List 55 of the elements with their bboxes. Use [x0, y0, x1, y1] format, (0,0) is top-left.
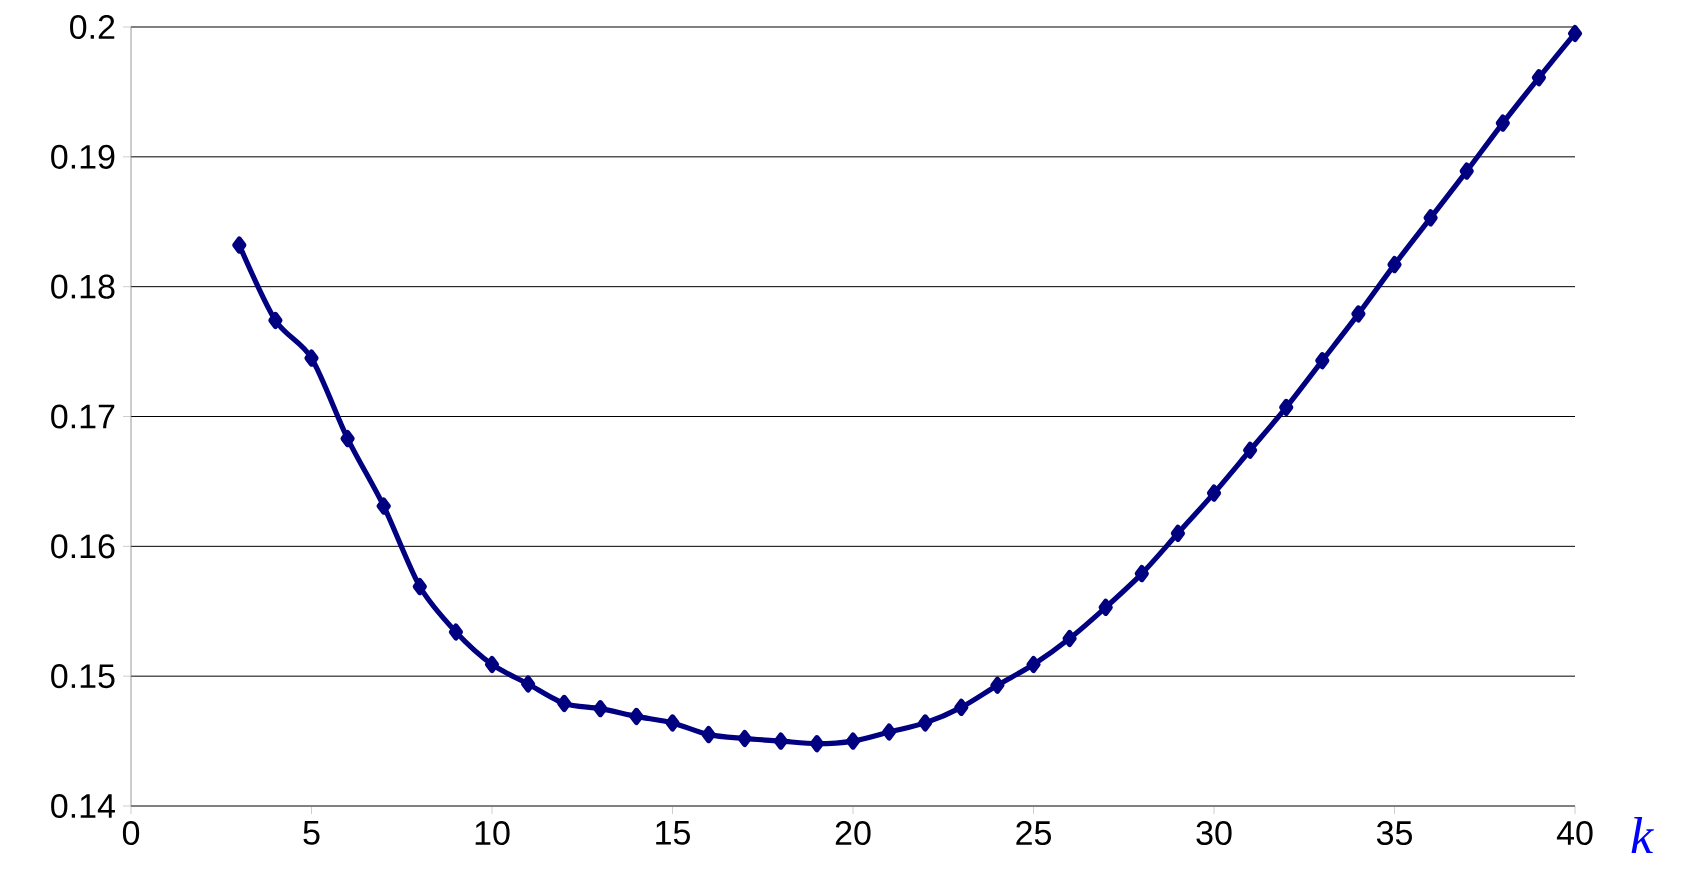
- point: [1062, 629, 1077, 648]
- point: [882, 723, 897, 741]
- x-tick-label: 10: [475, 821, 510, 846]
- point: [1026, 655, 1041, 674]
- point: [1134, 564, 1149, 583]
- point: [773, 732, 788, 750]
- point: [1387, 255, 1402, 274]
- point: [448, 623, 464, 641]
- point: [268, 311, 283, 330]
- x-tick-label: 15: [656, 821, 690, 845]
- x-tick-label: 30: [1196, 821, 1232, 846]
- point: [484, 655, 500, 674]
- point: [629, 707, 644, 726]
- y-tick-label: 0.19: [51, 144, 115, 169]
- point: [340, 429, 355, 448]
- point: [1279, 398, 1294, 417]
- point: [701, 725, 716, 744]
- y-tick-label: 0.16: [51, 534, 115, 559]
- y-tick-label: 0.14: [51, 793, 115, 819]
- point: [918, 714, 933, 732]
- point: [521, 675, 536, 693]
- x-tick-label: 20: [835, 821, 871, 846]
- point: [1098, 598, 1113, 616]
- y-tick-label: 0.15: [51, 664, 115, 689]
- point: [1315, 352, 1330, 370]
- point: [1351, 305, 1366, 323]
- y-tick-label: 0.18: [51, 274, 115, 299]
- point: [1206, 484, 1222, 502]
- point: [1567, 24, 1583, 43]
- x-tick-label: 25: [1016, 821, 1051, 846]
- x-tick-label: 0: [122, 821, 140, 846]
- point: [376, 497, 391, 515]
- point: [737, 729, 752, 748]
- point: [232, 236, 247, 254]
- x-axis-title: k: [1631, 817, 1654, 854]
- point: [1423, 209, 1438, 227]
- point: [1495, 114, 1510, 132]
- point: [1243, 441, 1258, 459]
- x-tick-label: 5: [303, 821, 320, 845]
- point: [557, 694, 572, 713]
- point: [1459, 162, 1474, 180]
- point: [1170, 524, 1186, 542]
- point: [593, 700, 608, 718]
- point: [845, 732, 861, 750]
- point: [990, 676, 1005, 694]
- y-tick-label: 0.17: [51, 404, 115, 429]
- x-tick-label: 40: [1556, 821, 1593, 846]
- point: [304, 349, 319, 367]
- point: [412, 577, 427, 596]
- point: [809, 735, 825, 753]
- point: [954, 698, 969, 716]
- point: [665, 714, 680, 732]
- y-tick-label: 0.2: [70, 14, 115, 40]
- x-tick-label: 35: [1376, 821, 1412, 846]
- point: [1531, 69, 1547, 87]
